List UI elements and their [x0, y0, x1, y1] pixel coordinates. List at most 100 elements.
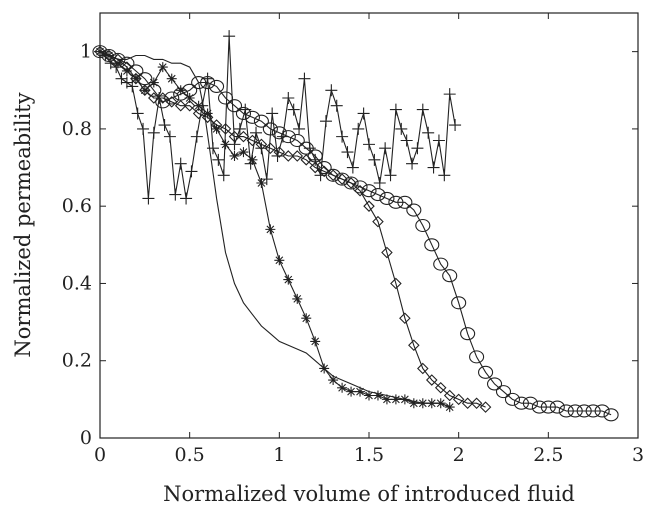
plus-marker — [137, 122, 150, 135]
star-marker — [301, 313, 312, 324]
diamond-marker — [165, 96, 178, 108]
diamond-marker — [425, 374, 438, 386]
circle-marker — [424, 238, 440, 252]
plus-marker — [233, 122, 246, 135]
diamond-marker — [434, 381, 447, 394]
axis-ticks: 0 0.5 1 1.5 2 2.5 3 0 0.2 0.4 0.6 0.8 1 — [62, 13, 644, 466]
diamond-marker — [417, 362, 429, 375]
star-marker — [184, 93, 195, 103]
circle-marker — [262, 122, 278, 136]
circle-marker — [495, 385, 512, 399]
x-tick-label: 3 — [632, 444, 644, 466]
star-marker — [193, 100, 204, 111]
plus-marker — [443, 88, 456, 101]
circle-marker — [289, 133, 305, 148]
star-marker — [274, 255, 285, 266]
star-marker — [247, 154, 258, 165]
circle-marker — [352, 180, 368, 194]
circle-marker — [316, 160, 332, 175]
circle-marker — [226, 99, 243, 113]
circle-marker — [540, 400, 556, 414]
diamond-marker — [291, 150, 304, 162]
diamond-marker — [94, 45, 106, 58]
circle-marker — [325, 168, 341, 182]
plus-marker — [438, 169, 451, 182]
diamond-marker — [300, 154, 313, 166]
diamond-marker — [139, 84, 151, 97]
series-circle — [92, 45, 619, 422]
diamond-marker — [201, 111, 214, 124]
plus-marker — [336, 130, 349, 143]
y-tick-label: 0 — [80, 427, 92, 449]
plus-marker — [147, 126, 160, 139]
diamond-marker — [183, 99, 196, 112]
plus-marker — [174, 157, 187, 170]
circle-marker — [146, 83, 162, 97]
star-marker — [444, 402, 455, 413]
star-marker — [417, 398, 428, 409]
circle-marker — [92, 45, 108, 59]
plus-marker — [389, 103, 402, 116]
star-marker — [328, 375, 339, 386]
circle-marker — [486, 377, 503, 391]
star-marker — [399, 394, 410, 405]
circle-marker — [478, 365, 494, 379]
diamond-marker — [461, 397, 474, 410]
circle-marker — [406, 203, 422, 217]
plus-marker — [363, 138, 375, 151]
star-marker — [211, 123, 222, 134]
circle-marker — [155, 95, 171, 109]
circle-marker — [271, 126, 287, 140]
star-marker — [229, 150, 240, 161]
star-marker — [426, 398, 437, 409]
star-marker — [390, 394, 401, 405]
circle-marker — [200, 75, 216, 90]
y-tick-label: 0.6 — [62, 195, 92, 217]
plus-marker — [206, 142, 219, 155]
plus-marker — [368, 153, 381, 166]
star-marker — [256, 178, 267, 188]
diamond-marker — [452, 393, 465, 406]
plus-marker — [287, 103, 300, 116]
x-tick-label: 2 — [453, 444, 465, 466]
series-none — [99, 51, 450, 408]
series-star — [95, 46, 455, 413]
plus-marker — [163, 130, 176, 143]
star-marker — [157, 62, 168, 73]
plus-marker — [282, 92, 295, 104]
circle-marker — [334, 172, 350, 186]
circle-marker — [451, 296, 467, 310]
diamond-marker — [354, 184, 366, 197]
plus-marker — [319, 115, 332, 128]
diamond-marker — [210, 119, 223, 131]
star-marker — [220, 139, 231, 150]
star-marker — [364, 390, 374, 401]
star-marker — [112, 58, 123, 69]
x-tick-label: 1.5 — [354, 444, 384, 466]
plus-marker — [352, 122, 365, 135]
plus-marker — [293, 122, 306, 135]
diamond-marker — [309, 161, 321, 174]
plot-area — [99, 12, 639, 439]
circle-marker — [343, 176, 359, 190]
plus-marker — [427, 161, 440, 174]
plus-marker — [217, 169, 230, 182]
diamond-marker — [130, 72, 142, 85]
circle-marker — [182, 83, 198, 97]
circle-marker — [209, 79, 225, 93]
circle-marker — [594, 404, 610, 418]
circle-marker — [531, 400, 547, 414]
plus-marker — [169, 188, 182, 201]
star-marker — [346, 386, 357, 397]
star-marker — [238, 147, 249, 158]
circle-marker — [235, 106, 252, 121]
star-marker — [202, 108, 213, 119]
plus-marker — [223, 30, 236, 43]
star-marker — [265, 224, 276, 235]
plus-marker — [432, 134, 445, 147]
plus-marker — [411, 142, 424, 155]
circle-marker — [361, 184, 377, 198]
circle-marker — [280, 130, 296, 144]
star-marker — [292, 293, 303, 304]
plus-marker — [126, 80, 139, 93]
